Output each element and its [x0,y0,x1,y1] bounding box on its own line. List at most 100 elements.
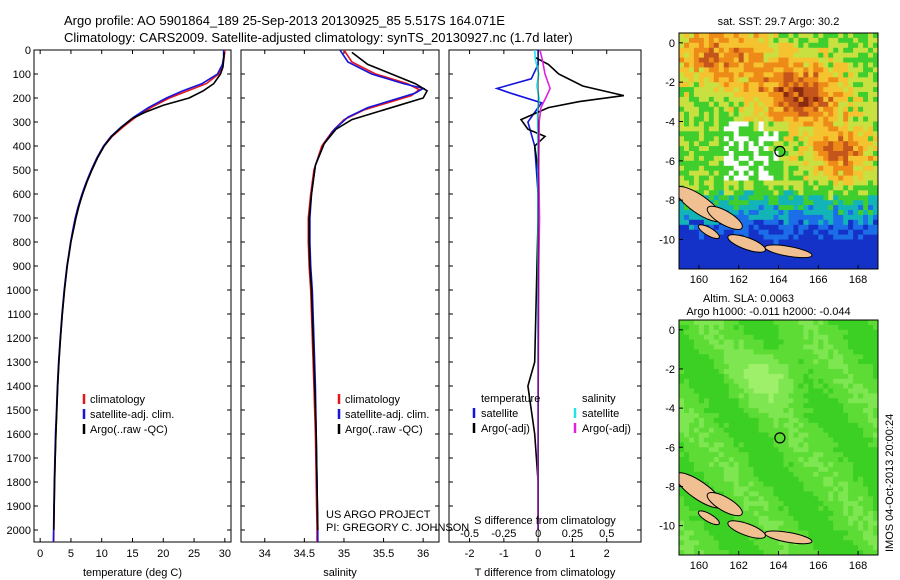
heatmap-cell [843,121,849,128]
heatmap-cell [813,131,819,137]
heatmap-cell [708,545,715,551]
heatmap-cell [788,462,795,468]
heatmap-cell [858,239,864,246]
heatmap-cell [763,510,770,517]
heatmap-cell [783,344,790,350]
heatmap-cell [858,116,864,123]
x-tick-label: 1 [569,548,575,560]
heatmap-cell [823,452,829,458]
heatmap-cell [778,501,785,507]
x-tick-label: 36 [417,548,429,560]
heatmap-cell [753,92,760,98]
heatmap-cell [833,364,839,370]
heatmap-cell [773,37,780,44]
heatmap-cell [753,466,760,473]
heatmap-cell [753,550,760,555]
heatmap-cell [843,42,849,49]
heatmap-cell [679,349,685,355]
heatmap-cell [728,452,735,458]
heatmap-cell [713,165,720,172]
heatmap-cell [873,52,878,59]
heatmap-cell [763,111,770,118]
heatmap-cell [783,87,790,93]
heatmap-cell [788,417,795,424]
heatmap-cell [868,146,874,152]
heatmap-cell [718,364,725,370]
heatmap-cell [858,447,864,453]
heatmap-cell [873,57,878,64]
heatmap-cell [788,259,795,265]
heatmap-cell [738,501,745,507]
heatmap-cell [763,329,770,336]
heatmap-cell [848,339,854,346]
heatmap-cell [743,67,750,73]
heatmap-cell [748,344,755,350]
heatmap-cell [778,264,785,269]
heatmap-cell [758,510,765,517]
heatmap-cell [679,378,685,385]
heatmap-cell [748,501,755,507]
heatmap-cell [823,82,829,88]
heatmap-cell [868,136,874,142]
heatmap-cell [808,476,814,483]
heatmap-cell [843,403,849,409]
heatmap-cell [873,244,878,250]
heatmap-cell [818,510,824,517]
heatmap-cell [773,151,780,157]
heatmap-cell [753,111,760,118]
heatmap-cell [684,520,690,527]
heatmap-cell [848,349,854,355]
heatmap-cell [808,111,814,118]
heatmap-cell [873,447,878,453]
heatmap-cell [698,452,705,458]
heatmap-cell [684,413,690,419]
heatmap-cell [838,525,844,532]
heatmap-cell [848,259,854,265]
heatmap-cell [803,42,809,49]
heatmap-cell [808,47,814,54]
heatmap-cell [828,408,834,414]
heatmap-cell [828,481,834,488]
heatmap-cell [703,96,710,103]
heatmap-cell [763,388,770,394]
heatmap-cell [778,77,785,83]
heatmap-cell [848,530,854,536]
heatmap-cell [768,254,775,260]
heatmap-cell [813,57,819,64]
heatmap-cell [748,151,755,157]
heatmap-cell [813,219,819,226]
heatmap-cell [798,408,804,414]
heatmap-cell [743,180,750,187]
legend-label: satellite-adj. clim. [345,409,429,421]
heatmap-cell [848,501,854,507]
heatmap-cell [813,37,819,44]
heatmap-cell [823,476,829,483]
heatmap-cell [733,349,740,355]
heatmap-cell [689,42,695,49]
heatmap-cell [843,210,849,216]
heatmap-cell [863,476,869,483]
heatmap-cell [798,214,804,221]
heatmap-cell [833,52,839,59]
heatmap-cell [763,320,770,326]
heatmap-cell [833,214,839,221]
heatmap-cell [758,481,765,488]
heatmap-cell [818,540,824,546]
heatmap-cell [698,339,705,346]
heatmap-cell [738,210,745,216]
heatmap-cell [813,354,819,360]
heatmap-cell [708,106,715,113]
heatmap-cell [868,437,874,443]
heatmap-cell [813,72,819,78]
heatmap-cell [788,471,795,478]
heatmap-cell [793,146,799,152]
heatmap-cell [703,67,710,73]
y-tick-label: -6 [665,442,675,454]
heatmap-cell [708,398,715,404]
heatmap-cell [803,344,809,350]
heatmap-cell [728,155,735,162]
heatmap-cell [808,92,814,98]
heatmap-cell [758,111,765,118]
heatmap-cell [833,442,839,448]
heatmap-cell [698,264,705,269]
